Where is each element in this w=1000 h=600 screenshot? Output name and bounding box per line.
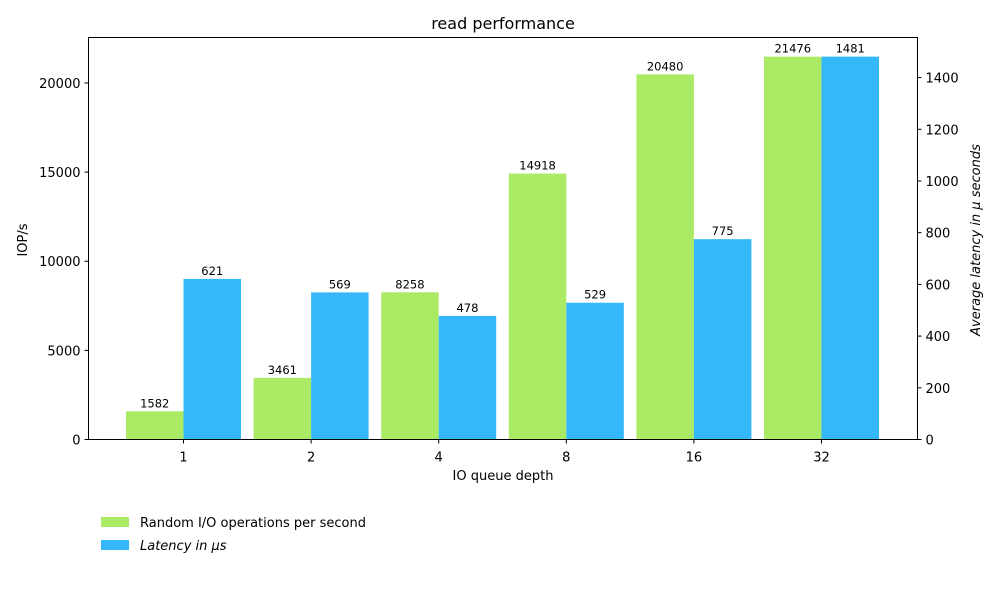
y-axis-left-label: IOP/s <box>16 223 31 256</box>
y-right-tick-label-1200: 1200 <box>926 123 959 138</box>
bar-iops-4 <box>381 292 439 440</box>
x-axis-label: IO queue depth <box>453 469 554 484</box>
y-axis-right: 0 200 400 600 800 1000 1200 1400 <box>917 72 959 449</box>
x-tick-label-1: 1 <box>179 451 187 466</box>
x-tick-label-16: 16 <box>686 451 703 466</box>
value-labels-group: 1582 3461 8258 14918 20480 21476 621 569 478 529 7… <box>140 42 865 411</box>
bar-iops-8 <box>508 173 567 440</box>
bar-iops-2 <box>253 377 312 440</box>
y-right-tick-label-200: 200 <box>926 382 951 397</box>
data-label-latency-1: 621 <box>201 264 223 278</box>
x-tick-label-4: 4 <box>435 451 443 466</box>
data-label-iops-8: 14918 <box>519 159 556 173</box>
data-label-latency-16: 775 <box>712 224 734 238</box>
x-axis: 1 2 4 8 16 32 <box>179 439 830 466</box>
bar-latency-16 <box>693 239 752 440</box>
y-axis-right-label: Average latency in μ seconds <box>969 144 984 337</box>
bar-latency-32 <box>821 56 879 440</box>
y-left-tick-label-20000: 20000 <box>39 77 80 92</box>
data-label-latency-8: 529 <box>584 288 606 302</box>
plot-frame <box>88 37 918 440</box>
bar-iops-1 <box>126 411 184 440</box>
y-left-tick-label-5000: 5000 <box>47 344 80 359</box>
bar-latency-8 <box>566 302 624 440</box>
legend-swatch-latency <box>101 540 129 550</box>
y-right-tick-label-800: 800 <box>926 227 951 242</box>
data-label-iops-4: 8258 <box>395 277 424 291</box>
y-axis-left: 0 5000 10000 15000 20000 <box>39 77 89 449</box>
bar-iops-16 <box>636 74 694 440</box>
y-left-tick-label-15000: 15000 <box>39 166 80 181</box>
data-label-latency-32: 1481 <box>836 42 865 56</box>
legend-label-latency: Latency in μs <box>140 539 227 554</box>
y-right-tick-label-400: 400 <box>926 330 951 345</box>
y-left-tick-label-0: 0 <box>72 434 80 449</box>
data-label-iops-2: 3461 <box>268 363 297 377</box>
bar-latency-4 <box>438 315 497 440</box>
data-label-iops-32: 21476 <box>774 42 811 56</box>
y-right-tick-label-0: 0 <box>926 434 934 449</box>
bars-group <box>126 56 879 440</box>
data-label-latency-4: 478 <box>456 301 478 315</box>
data-label-iops-1: 1582 <box>140 396 169 410</box>
bar-latency-2 <box>311 292 369 440</box>
y-right-tick-label-600: 600 <box>926 278 951 293</box>
y-right-tick-label-1400: 1400 <box>926 72 959 87</box>
legend: Random I/O operations per second Latency… <box>101 516 366 554</box>
data-label-iops-16: 20480 <box>647 59 684 73</box>
bar-iops-32 <box>764 56 822 440</box>
legend-label-iops: Random I/O operations per second <box>140 516 366 531</box>
data-label-latency-2: 569 <box>329 277 351 291</box>
x-tick-label-2: 2 <box>307 451 315 466</box>
x-tick-label-32: 32 <box>813 451 830 466</box>
bar-latency-1 <box>183 278 241 440</box>
chart-title: read performance <box>431 14 575 33</box>
legend-swatch-iops <box>101 517 129 527</box>
y-left-tick-label-10000: 10000 <box>39 255 80 270</box>
x-tick-label-8: 8 <box>562 451 570 466</box>
y-right-tick-label-1000: 1000 <box>926 175 959 190</box>
